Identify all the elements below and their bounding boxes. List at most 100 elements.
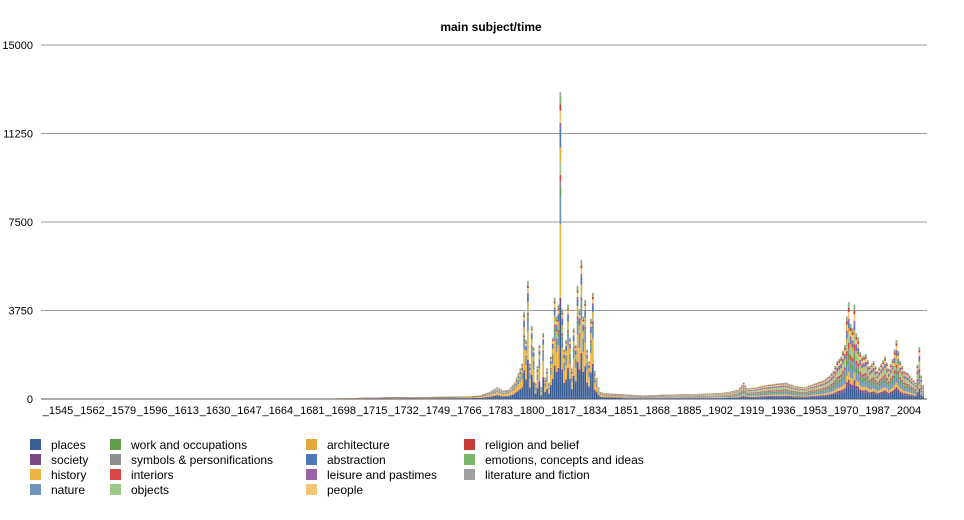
bar-segment	[878, 370, 881, 373]
bar-segment	[534, 388, 537, 390]
bar-segment	[851, 365, 854, 371]
legend-label: symbols & personifications	[131, 453, 273, 467]
bar-segment	[905, 391, 907, 394]
bar-segment	[899, 377, 902, 380]
bar-segment	[845, 382, 848, 388]
bar-segment	[800, 392, 802, 394]
bar-segment	[832, 371, 835, 373]
bar-segment	[595, 380, 598, 382]
bar-segment	[737, 392, 739, 394]
bar-segment	[544, 384, 546, 387]
bar-segment	[876, 387, 879, 392]
bar-segment	[597, 388, 600, 390]
bar-segment	[744, 397, 747, 399]
bar-segment	[908, 381, 911, 383]
bar-segment	[874, 392, 877, 395]
bar-segment	[725, 397, 728, 398]
bar-segment	[761, 386, 764, 388]
bar-segment	[740, 389, 743, 391]
bar-segment	[590, 342, 592, 344]
bar-segment	[849, 336, 852, 341]
bar-segment	[920, 394, 923, 396]
bar-segment	[569, 337, 571, 339]
bar-segment	[590, 337, 592, 341]
bar-segment	[823, 391, 825, 394]
bar-segment	[651, 398, 653, 399]
bar-segment	[847, 333, 850, 343]
bar-segment	[824, 383, 827, 385]
bar-segment	[792, 391, 795, 393]
bar-segment	[504, 396, 506, 399]
bar-segment	[588, 371, 590, 373]
bar-segment	[868, 385, 871, 390]
bar-segment	[527, 321, 529, 332]
bar-segment	[874, 394, 877, 399]
bar-segment	[895, 371, 898, 376]
bar-segment	[819, 387, 821, 389]
bar-segment	[905, 372, 907, 374]
bar-segment	[662, 397, 665, 398]
bar-segment	[838, 371, 841, 376]
bar-segment	[767, 387, 770, 388]
bar-segment	[591, 325, 594, 329]
bar-segment	[677, 397, 680, 398]
bar-segment	[716, 396, 718, 398]
bar-segment	[721, 397, 724, 398]
bar-segment	[676, 397, 678, 398]
bar-segment	[567, 305, 569, 309]
bar-segment	[546, 388, 548, 390]
bar-segment	[498, 391, 501, 393]
bar-segment	[775, 396, 778, 399]
bar-segment	[486, 395, 489, 397]
bar-segment	[557, 321, 560, 327]
bar-segment	[767, 391, 770, 393]
bar-segment	[586, 384, 588, 399]
bar-segment	[727, 397, 730, 398]
bar-segment	[861, 379, 863, 383]
bar-segment	[735, 397, 737, 399]
bar-segment	[740, 387, 743, 388]
bar-segment	[429, 398, 432, 399]
bar-segment	[834, 376, 837, 380]
bar-segment	[882, 368, 884, 371]
bar-segment	[836, 393, 839, 399]
bar-segment	[572, 358, 575, 376]
bar-segment	[628, 397, 630, 398]
bar-segment	[549, 360, 552, 362]
bar-segment	[765, 385, 768, 387]
bar-segment	[712, 398, 714, 399]
x-tick-label: _1970	[827, 405, 859, 417]
bar-segment	[559, 306, 562, 399]
bar-segment	[624, 397, 627, 398]
bar-segment	[737, 397, 739, 399]
bar-segment	[752, 393, 755, 394]
bar-segment	[525, 343, 527, 346]
bar-segment	[884, 365, 886, 368]
bar-segment	[530, 328, 533, 331]
bar-segment	[910, 396, 913, 399]
bar-segment	[807, 387, 810, 389]
bar-segment	[761, 390, 764, 392]
bar-segment	[922, 388, 925, 390]
bar-segment	[569, 355, 571, 357]
bar-segment	[912, 381, 915, 383]
bar-segment	[488, 394, 491, 397]
bar-segment	[851, 347, 854, 351]
bar-segment	[559, 181, 562, 188]
bar-segment	[760, 389, 762, 390]
bar-segment	[878, 374, 881, 376]
bar-segment	[710, 395, 713, 396]
bar-segment	[551, 338, 554, 341]
bar-segment	[809, 387, 812, 389]
bar-segment	[590, 326, 592, 329]
bar-segment	[887, 394, 890, 399]
bar-segment	[591, 293, 594, 298]
bar-segment	[517, 384, 520, 391]
bar-segment	[525, 381, 527, 399]
bar-segment	[798, 393, 800, 396]
bar-segment	[855, 347, 858, 351]
bar-segment	[800, 397, 802, 399]
bar-segment	[761, 392, 764, 394]
bar-segment	[805, 392, 808, 394]
bar-segment	[739, 394, 741, 396]
